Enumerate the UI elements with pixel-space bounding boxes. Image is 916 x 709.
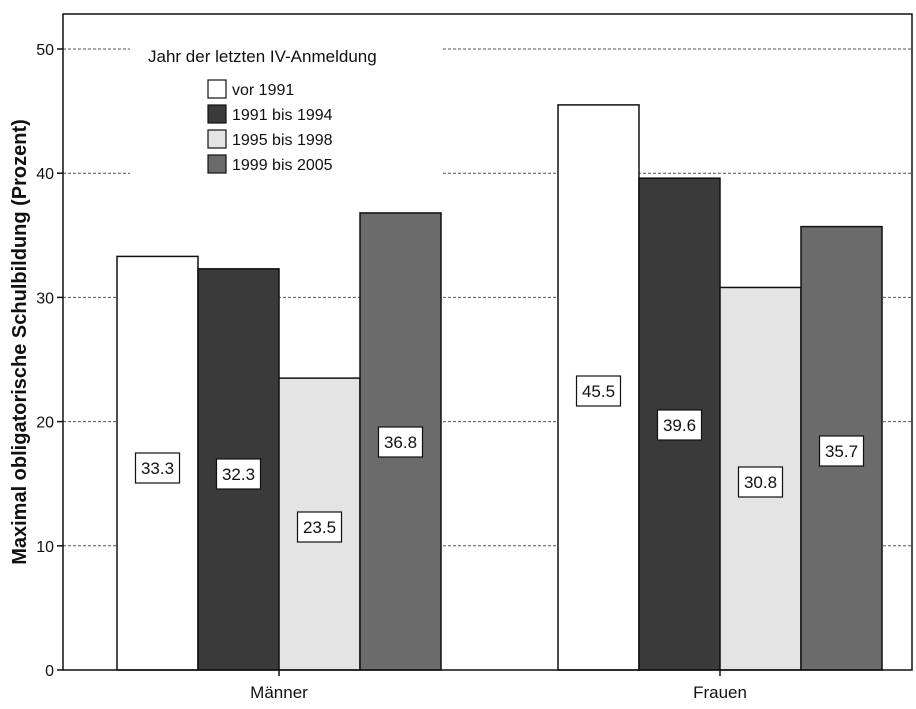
legend-title: Jahr der letzten IV-Anmeldung <box>148 47 377 66</box>
data-label-box <box>818 435 865 467</box>
legend-label: 1991 bis 1994 <box>232 107 333 124</box>
bar <box>557 104 640 671</box>
y-tick-label: 40 <box>36 166 54 183</box>
legend-swatch <box>207 154 227 174</box>
x-category-label: Frauen <box>693 683 747 702</box>
y-tick-label: 10 <box>36 539 54 556</box>
plot-frame <box>62 13 913 671</box>
data-label: 36.8 <box>384 433 417 452</box>
legend-swatch <box>207 104 227 124</box>
y-axis-title: Maximal obligatorische Schulbildung (Pro… <box>9 119 31 565</box>
data-label-box <box>296 511 343 543</box>
legend-label: 1999 bis 2005 <box>232 157 333 174</box>
data-label-box <box>377 426 424 458</box>
data-label: 32.3 <box>222 465 255 484</box>
y-tick-label: 50 <box>36 42 54 59</box>
y-tick-label: 20 <box>36 415 54 432</box>
legend-label: 1995 bis 1998 <box>232 132 333 149</box>
data-label: 35.7 <box>825 442 858 461</box>
legend: Jahr der letzten IV-Anmeldung vor 1991 19… <box>130 30 442 188</box>
y-tick-label: 30 <box>36 290 54 307</box>
bars <box>116 104 883 671</box>
legend-swatch <box>207 79 227 99</box>
axes: 0 10 20 30 40 50 Männer Frauen <box>36 13 913 702</box>
data-label: 23.5 <box>303 518 336 537</box>
data-label-box <box>215 458 262 490</box>
legend-swatch <box>207 129 227 149</box>
y-tick-label: 0 <box>45 663 54 680</box>
data-label: 39.6 <box>663 416 696 435</box>
data-label-box <box>134 452 181 484</box>
data-label: 33.3 <box>141 459 174 478</box>
data-label-box <box>575 375 622 407</box>
data-labels: 33.3 32.3 23.5 36.8 45.5 39.6 30.8 35.7 <box>134 375 865 543</box>
x-category-label: Männer <box>250 683 308 702</box>
data-label-box <box>737 466 784 498</box>
data-label: 45.5 <box>582 382 615 401</box>
legend-mask <box>130 30 442 188</box>
legend-label: vor 1991 <box>232 82 294 99</box>
data-label: 30.8 <box>744 473 777 492</box>
data-label-box <box>656 409 703 441</box>
